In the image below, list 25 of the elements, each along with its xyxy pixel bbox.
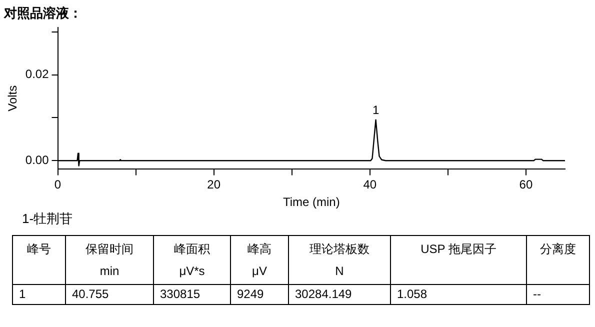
x-tick-label: 0 xyxy=(54,178,62,192)
text: USP 拖尾因子 xyxy=(390,236,526,284)
text: 1-牡荆苷 xyxy=(22,210,73,228)
text: 30284.149 xyxy=(288,284,390,304)
y-tick-label: 0.02 xyxy=(25,67,50,82)
y-tick-label: 0.00 xyxy=(25,152,50,167)
chart-title: 对照品溶液： xyxy=(3,5,82,20)
x-tick-label: 40 xyxy=(363,178,377,192)
text: 9249 xyxy=(230,284,288,304)
x-tick-label: 60 xyxy=(519,178,533,192)
text: 保留时间 min xyxy=(66,236,154,284)
text: 峰高 μV xyxy=(230,236,288,284)
x-axis-title: Time (min) xyxy=(282,195,340,210)
text: 峰号 xyxy=(12,236,66,284)
y-axis-title: Volts xyxy=(6,85,20,112)
text: 1.058 xyxy=(390,284,526,304)
text: 1 xyxy=(12,284,66,304)
text: 峰面积 μV*s xyxy=(154,236,230,284)
x-tick-label: 20 xyxy=(207,178,221,192)
text: 40.755 xyxy=(66,284,154,304)
text: 330815 xyxy=(154,284,230,304)
text: -- xyxy=(526,284,590,304)
annotation: 1 xyxy=(372,103,380,118)
text: 理论塔板数 N xyxy=(288,236,390,284)
text: 分离度 xyxy=(526,236,590,284)
